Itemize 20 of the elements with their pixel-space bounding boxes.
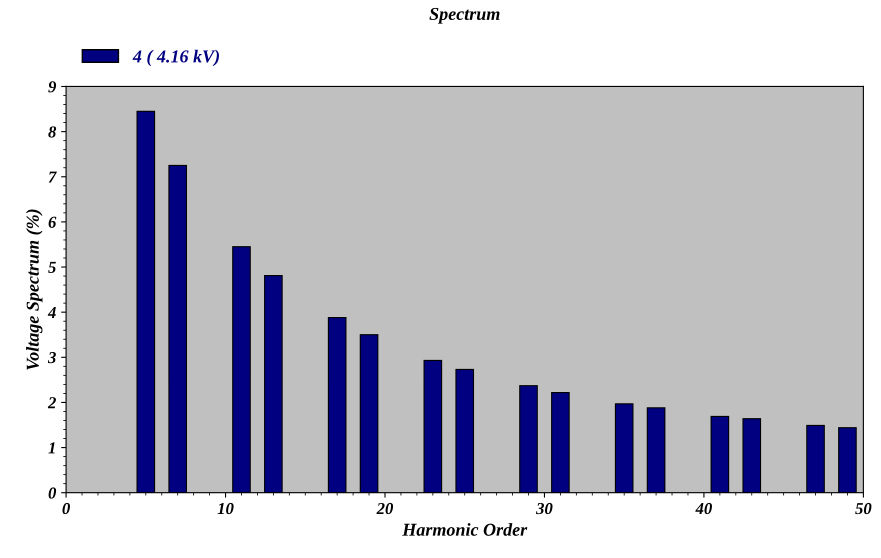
y-tick-label: 0: [48, 487, 56, 499]
x-tick-label: 40: [695, 502, 712, 514]
legend-label: 4 ( 4.16 kV): [132, 50, 219, 66]
y-tick-label: 8: [48, 126, 56, 138]
y-tick-label: 5: [48, 262, 56, 273]
y-tick-label: 2: [48, 397, 56, 408]
x-axis-title: Harmonic Order: [402, 523, 528, 536]
x-tick-label: 30: [536, 502, 552, 514]
x-tick-label: 50: [855, 502, 872, 514]
y-tick-label: 7: [48, 172, 57, 183]
y-tick-label: 4: [48, 306, 56, 318]
chart-title: Spectrum: [429, 8, 500, 24]
y-tick-label: 1: [48, 442, 55, 454]
x-tick-label: 10: [218, 502, 234, 514]
y-tick-label: 3: [48, 352, 56, 364]
x-tick-label: 20: [376, 502, 394, 514]
y-axis-title: Voltage Spectrum (%): [26, 210, 42, 370]
x-tick-label: 0: [62, 502, 70, 514]
y-tick-label: 9: [48, 81, 56, 92]
y-tick-label: 6: [48, 216, 56, 228]
